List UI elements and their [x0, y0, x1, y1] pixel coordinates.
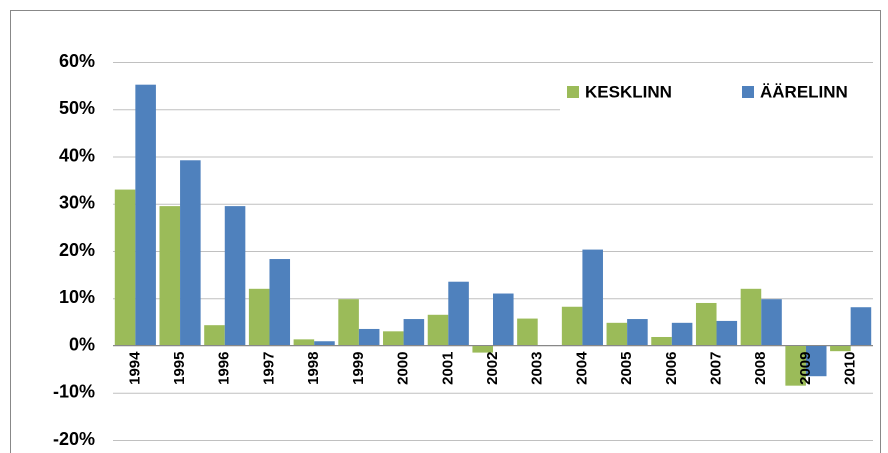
bar	[269, 259, 291, 346]
bar	[716, 320, 738, 346]
bar	[582, 249, 603, 346]
bar	[761, 299, 782, 346]
x-tick-label: 2003	[529, 352, 546, 385]
bar	[671, 322, 693, 346]
bar	[627, 319, 648, 346]
bar	[135, 84, 156, 346]
bar	[204, 325, 225, 346]
x-tick-label: 1997	[260, 352, 277, 385]
bar	[314, 341, 335, 346]
bar	[358, 328, 380, 346]
bar	[159, 206, 181, 346]
x-tick-label: 2009	[797, 352, 814, 385]
x-tick-label: 2005	[618, 352, 635, 385]
y-tick-label: 30%	[59, 193, 95, 213]
y-tick-label: 60%	[59, 51, 95, 71]
bar	[448, 281, 469, 346]
bar	[248, 288, 270, 346]
y-tick-label: 10%	[59, 287, 95, 307]
legend-swatch	[742, 86, 754, 98]
x-tick-label: 2007	[707, 352, 724, 385]
y-tick-label: 40%	[59, 145, 95, 165]
x-tick-label: 2001	[439, 352, 456, 385]
bar	[472, 345, 493, 353]
bar	[293, 339, 315, 346]
y-tick-label: -10%	[53, 382, 95, 402]
bar	[850, 307, 872, 346]
bar	[338, 299, 359, 346]
bar	[561, 306, 583, 346]
bar	[651, 336, 672, 346]
bar	[785, 345, 806, 386]
x-tick-label: 1994	[126, 351, 143, 385]
x-tick-label: 1996	[216, 352, 233, 385]
legend-bg	[560, 72, 878, 114]
legend-label: ÄÄRELINN	[760, 82, 848, 101]
y-tick-label: 50%	[59, 98, 95, 118]
bar	[830, 345, 851, 352]
x-tick-label: 1999	[350, 352, 367, 385]
bar	[606, 322, 628, 346]
bar	[403, 319, 425, 346]
bar	[695, 302, 717, 346]
y-tick-label: 20%	[59, 240, 95, 260]
x-tick-label: 2010	[842, 352, 859, 385]
y-tick-label: -20%	[53, 429, 95, 449]
y-tick-label: 0%	[69, 334, 95, 354]
x-tick-label: 2004	[573, 351, 590, 385]
x-tick-label: 2008	[752, 352, 769, 385]
x-tick-label: 2002	[484, 352, 501, 385]
x-tick-label: 1998	[305, 352, 322, 385]
legend-swatch	[567, 86, 579, 98]
bar	[740, 288, 762, 346]
x-tick-label: 1995	[171, 352, 188, 385]
bar	[517, 318, 538, 346]
legend-label: KESKLINN	[585, 82, 672, 101]
bar	[805, 345, 827, 377]
bar	[114, 189, 136, 346]
bar	[224, 206, 246, 346]
x-tick-label: 2000	[395, 352, 412, 385]
bar	[427, 314, 449, 346]
bar	[383, 331, 404, 346]
bar	[493, 293, 514, 346]
x-tick-label: 2006	[663, 352, 680, 385]
bar	[180, 160, 201, 346]
